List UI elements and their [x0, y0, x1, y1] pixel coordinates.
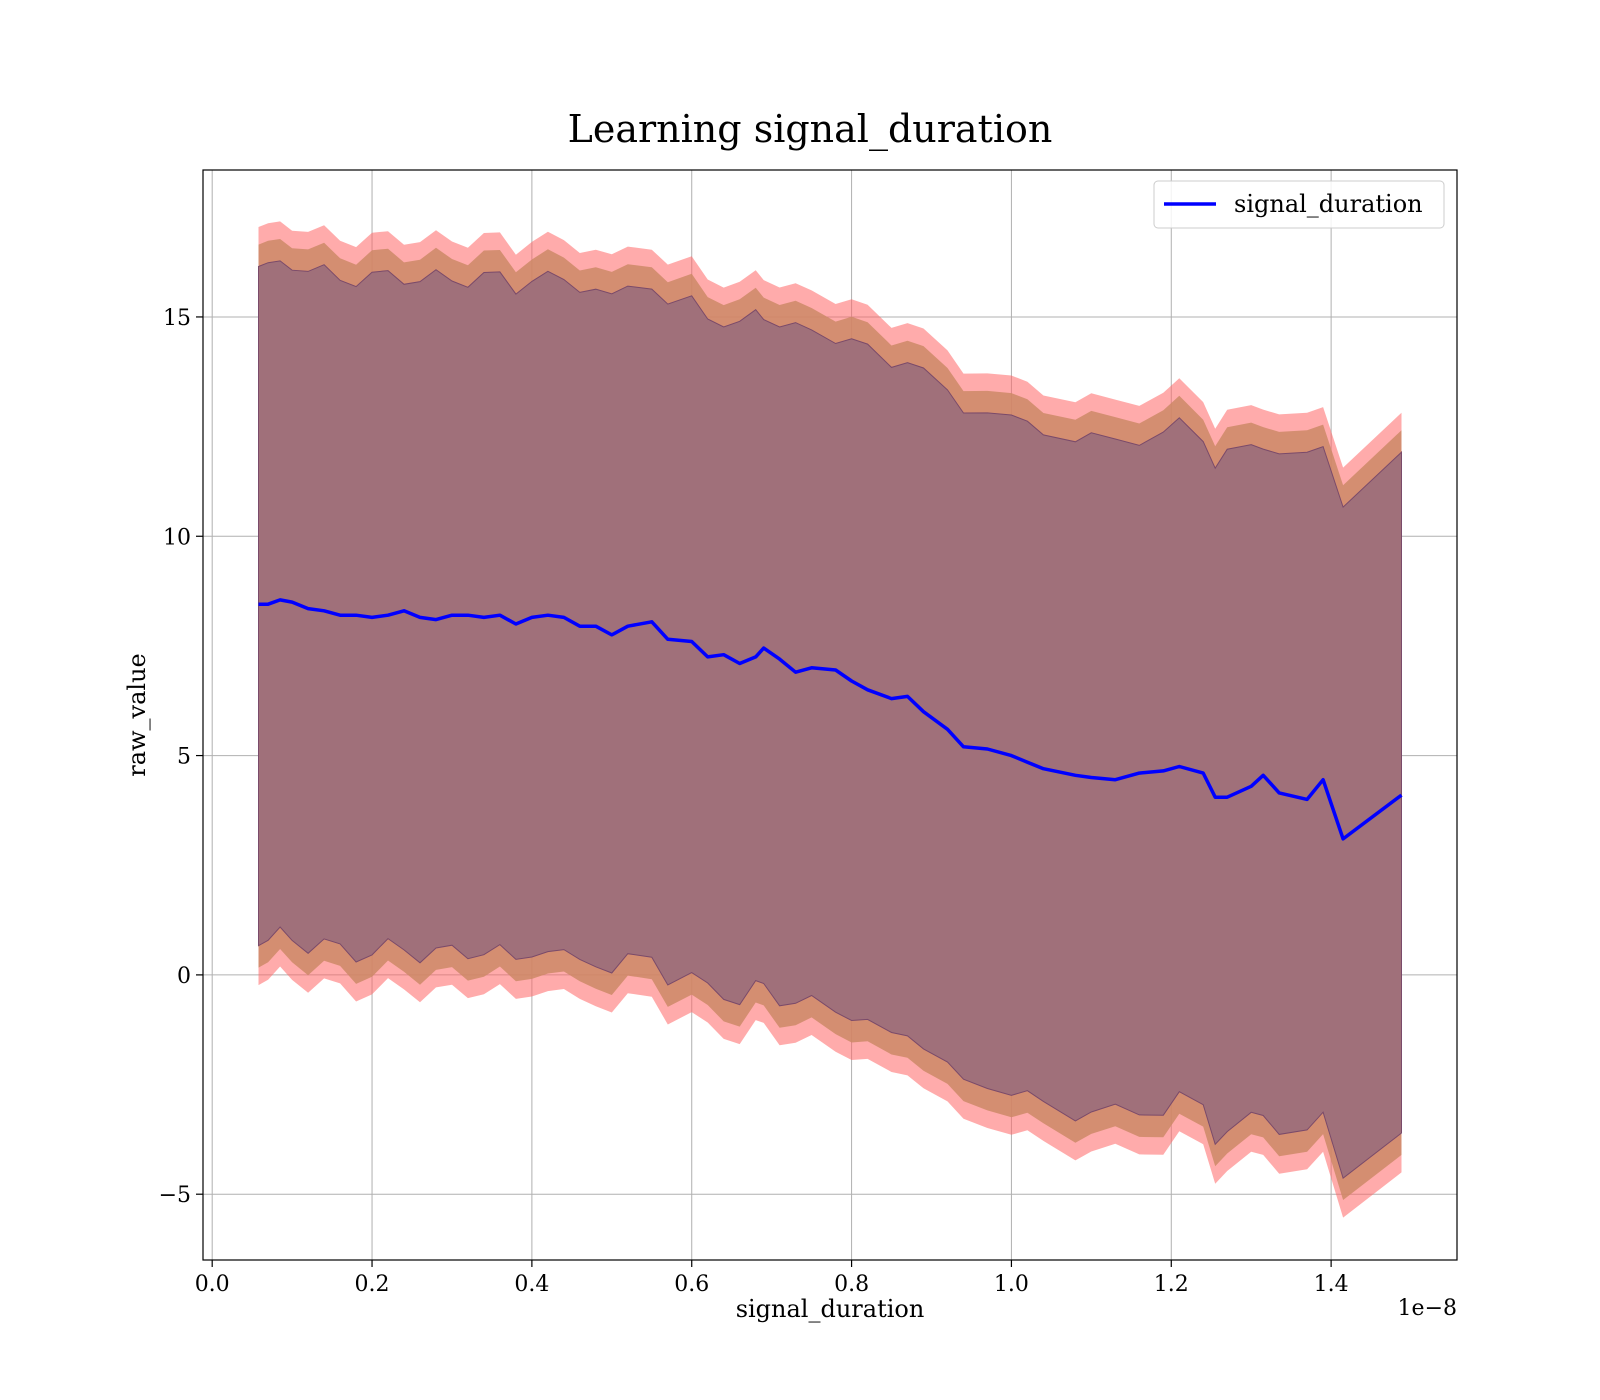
x-tick-label-6: 1.2	[1154, 1272, 1189, 1297]
series-line-signal-duration	[258, 598, 1403, 841]
y-tick-label-3: 10	[163, 525, 191, 550]
legend-entry-label: signal_duration	[1234, 190, 1423, 218]
x-axis-ticks: 0.0 0.2 0.4 0.6 0.8 1.0 1.2 1.4	[195, 1260, 1349, 1297]
legend-box	[1153, 180, 1445, 229]
y-tick-label-1: 0	[177, 964, 191, 989]
y-tick-label-2: 5	[177, 745, 191, 770]
legend: signal_duration	[1153, 180, 1445, 229]
x-tick-label-7: 1.4	[1314, 1272, 1349, 1297]
plot-area-frame	[202, 169, 1458, 1261]
x-tick-label-5: 1.0	[994, 1272, 1029, 1297]
y-axis-label: raw_value	[123, 653, 151, 777]
x-tick-label-1: 0.2	[355, 1272, 390, 1297]
x-tick-label-0: 0.0	[195, 1272, 230, 1297]
x-tick-label-4: 0.8	[834, 1272, 869, 1297]
band-inner	[258, 260, 1402, 1179]
chart-title: Learning signal_duration	[568, 107, 1053, 152]
y-tick-label-4: 15	[163, 306, 191, 331]
x-axis-offset-label: 1e−8	[1398, 1296, 1457, 1321]
x-axis-label: signal_duration	[736, 1295, 925, 1323]
y-axis-ticks: −5 0 5 10 15	[159, 306, 203, 1208]
confidence-bands	[258, 221, 1402, 1218]
series-lines	[258, 598, 1403, 841]
y-tick-label-0: −5	[159, 1183, 191, 1208]
x-tick-label-3: 0.6	[674, 1272, 709, 1297]
x-tick-label-2: 0.4	[514, 1272, 549, 1297]
